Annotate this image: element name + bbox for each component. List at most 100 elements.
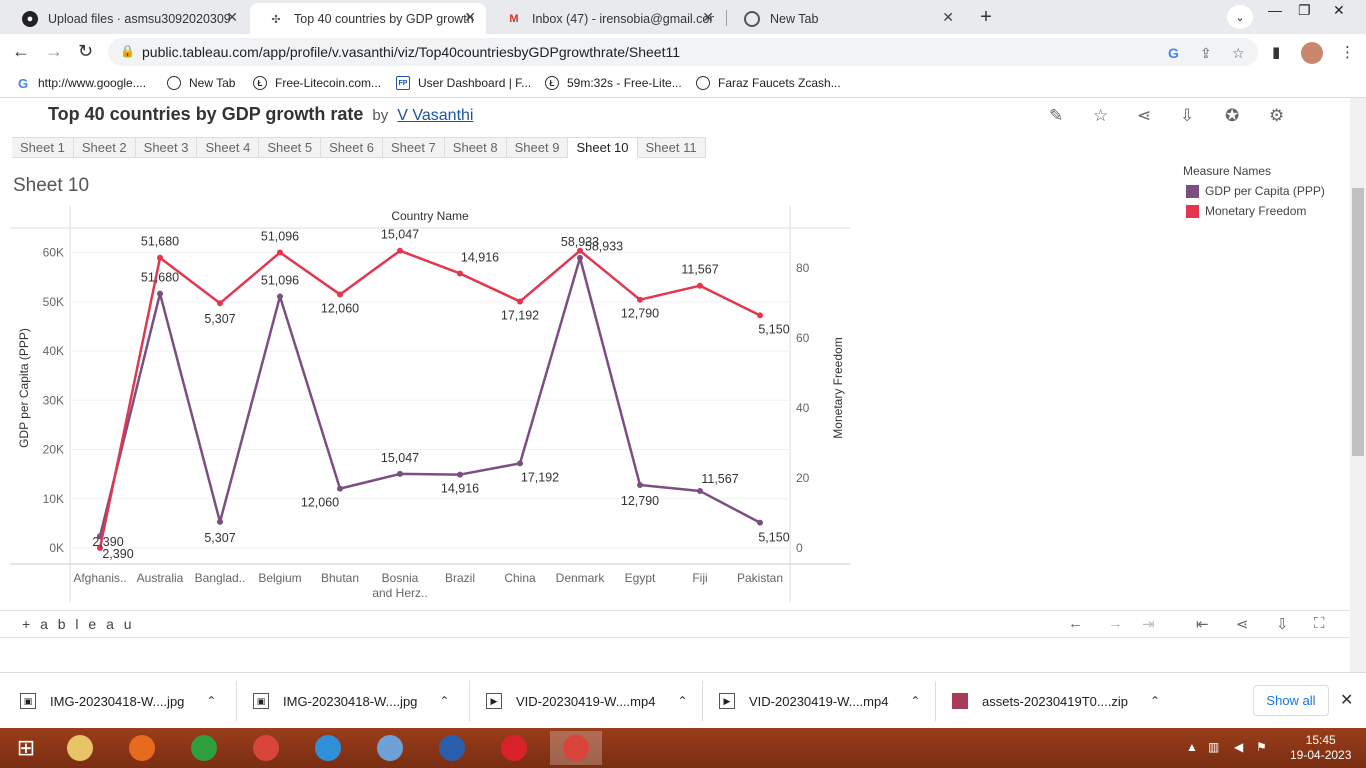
browser-tab-upload-files[interactable]: ● Upload files · asmsu3092020309 ✕ [4,3,248,34]
author-link[interactable]: V Vasanthi [397,107,474,124]
taskbar-app-store[interactable] [178,731,230,765]
share-icon[interactable]: ⋖ [1236,616,1249,633]
close-tab-icon[interactable]: ✕ [702,9,714,25]
system-clock[interactable]: 15:45 19-04-2023 [1290,733,1351,763]
x-tick-label: Bhutan [321,571,359,585]
taskbar-app-internet-explorer[interactable] [302,731,354,765]
scrollbar-thumb[interactable] [1352,188,1364,456]
sheet-tab[interactable]: Sheet 5 [259,138,322,158]
reset-icon[interactable]: ⇤ [1196,616,1209,633]
data-label: 2,390 [102,547,133,561]
data-point [577,247,583,254]
fullscreen-icon[interactable]: ⛶ [1314,615,1325,632]
sheet-tab[interactable]: Sheet 7 [382,138,445,158]
browser-tab-new-tab[interactable]: New Tab ✕ [726,3,964,34]
google-translate-icon[interactable]: G [1168,45,1179,61]
profile-avatar[interactable] [1301,42,1323,64]
volume-icon[interactable]: ◀ [1234,740,1244,754]
close-downloads-icon[interactable]: ✕ [1340,692,1354,709]
bookmark-free-litecoin[interactable]: Ł Free-Litecoin.com... [253,76,381,90]
bookmark-faraz-faucets[interactable]: Faraz Faucets Zcash... [696,76,841,90]
share-icon[interactable]: ⇪ [1200,45,1212,61]
address-bar[interactable]: 🔒 public.tableau.com/app/profile/v.vasan… [108,38,1258,66]
show-all-downloads-button[interactable]: Show all [1253,685,1329,716]
close-tab-icon[interactable]: ✕ [226,9,238,25]
close-tab-icon[interactable]: ✕ [942,9,954,25]
download-icon[interactable]: ⇩ [1276,616,1289,633]
taskbar-app-chrome[interactable] [240,731,292,765]
y-left-tick-label: 10K [43,492,64,506]
chevron-up-icon[interactable]: ⌃ [1149,694,1161,708]
bookmark-free-lite-timer[interactable]: Ł 59m:32s - Free-Lite... [545,76,682,90]
taskbar-app-file-explorer[interactable] [54,731,106,765]
sheet-tab[interactable]: Sheet 6 [321,138,383,158]
legend-label: Monetary Freedom [1205,204,1307,218]
download-icon[interactable]: ⇩ [1180,106,1195,125]
tray-overflow-icon[interactable]: ▲ [1186,740,1198,754]
download-item[interactable]: assets-20230419T0....zip ⌃ [952,673,1160,729]
edit-icon[interactable]: ✎ [1049,106,1064,125]
data-label: 15,047 [381,228,419,242]
x-tick-label: Pakistan [737,571,783,585]
taskbar-app-opera[interactable] [488,731,540,765]
bookmark-new-tab[interactable]: New Tab [167,76,235,90]
revert-icon[interactable]: ⇥ [1142,616,1155,633]
minimize-icon[interactable]: — [1268,2,1282,18]
back-arrow-icon[interactable]: ← [12,41,30,61]
bookmark-user-dashboard[interactable]: FP User Dashboard | F... [396,76,531,90]
start-button[interactable]: ⊞ [0,731,52,765]
chevron-up-icon[interactable]: ⌃ [677,694,688,708]
tableau-logo[interactable]: + a b l e a u [22,616,135,632]
action-center-flag-icon[interactable]: ⚑ [1256,740,1267,754]
download-item[interactable]: ▶ VID-20230419-W....mp4 ⌃ [719,673,921,729]
legend-item-monetary-freedom[interactable]: Monetary Freedom [1183,204,1325,218]
taskbar-app-firefox[interactable] [116,731,168,765]
data-point [457,270,463,277]
sheet-tab[interactable]: Sheet 3 [135,138,198,158]
chevron-up-icon[interactable]: ⌃ [206,694,217,708]
taskbar-app-network[interactable] [364,731,416,765]
github-icon: ● [22,11,38,27]
taskbar-app-chrome-active[interactable] [550,731,602,765]
sheet-tab[interactable]: Sheet 8 [444,138,507,158]
side-panel-icon[interactable]: ▮ [1272,44,1281,61]
chevron-up-icon[interactable]: ⌃ [910,694,921,708]
sheet-tab[interactable]: Sheet 9 [506,138,569,158]
window-close-icon[interactable]: ✕ [1333,2,1345,18]
close-tab-icon[interactable]: ✕ [464,9,476,25]
browser-tab-gmail[interactable]: M Inbox (47) - irensobia@gmail.com ✕ [488,3,724,34]
y-right-tick-label: 80 [796,261,810,275]
share-icon[interactable]: ⋖ [1137,106,1152,125]
sheet-tab[interactable]: Sheet 11 [637,138,706,158]
taskbar-app-word[interactable] [426,731,478,765]
sheet-tab[interactable]: Sheet 4 [197,138,260,158]
image-file-icon: ▣ [20,693,36,709]
tab-search-chevron-icon[interactable]: ⌄ [1227,5,1253,29]
sheet-tab[interactable]: Sheet 1 [12,138,74,158]
legend-item-gdp[interactable]: GDP per Capita (PPP) [1183,184,1325,198]
download-item[interactable]: ▣ IMG-20230418-W....jpg ⌃ [20,673,216,729]
image-file-icon: ▣ [253,693,269,709]
undo-icon[interactable]: ← [1068,615,1083,632]
download-item[interactable]: ▣ IMG-20230418-W....jpg ⌃ [253,673,449,729]
bookmark-star-icon[interactable]: ☆ [1232,45,1245,61]
redo-icon[interactable]: → [1108,615,1123,632]
data-label: 58,933 [585,240,623,254]
badge-icon[interactable]: ✪ [1225,106,1240,125]
browser-tab-tableau[interactable]: ✣ Top 40 countries by GDP growth ✕ [250,3,486,34]
legend: Measure Names GDP per Capita (PPP) Monet… [1183,164,1325,224]
restore-icon[interactable]: ❐ [1298,2,1311,18]
browser-menu-icon[interactable]: ⋮ [1340,44,1355,61]
sheet-tab[interactable]: Sheet 10 [568,138,638,158]
settings-gear-icon[interactable]: ⚙ [1269,106,1285,125]
favorite-star-icon[interactable]: ☆ [1093,106,1109,125]
reload-icon[interactable]: ↻ [78,41,94,61]
chevron-up-icon[interactable]: ⌃ [439,694,450,708]
bookmark-google[interactable]: G http://www.google.... [16,76,146,91]
sheet-tab[interactable]: Sheet 2 [73,138,136,158]
forward-arrow-icon[interactable]: → [45,41,63,61]
new-tab-button[interactable]: + [980,5,992,28]
download-item[interactable]: ▶ VID-20230419-W....mp4 ⌃ [486,673,688,729]
globe-icon [167,76,181,90]
network-icon[interactable]: ▥ [1208,740,1220,754]
